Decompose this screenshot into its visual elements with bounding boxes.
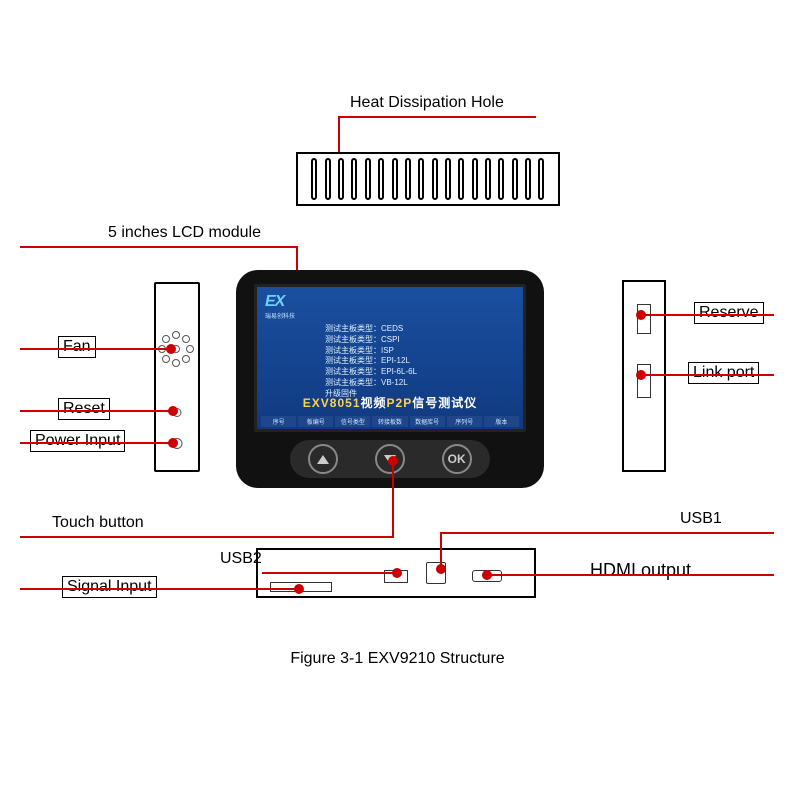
vent-slot (512, 158, 518, 200)
label-usb2: USB2 (220, 550, 262, 568)
vent-slot (365, 158, 371, 200)
screen-tab: 序列号 (447, 416, 482, 427)
leader-dot (392, 568, 402, 578)
leader-dot (294, 584, 304, 594)
screen-tab: 板编号 (298, 416, 333, 427)
leader (392, 460, 394, 538)
label-link: Link port (688, 362, 759, 384)
vent-slot (351, 158, 357, 200)
logo-subtext: 瑞易创科技 (265, 311, 515, 320)
leader-dot (436, 564, 446, 574)
label-fan: Fan (58, 336, 96, 358)
leader-dot (168, 438, 178, 448)
label-usb1: USB1 (680, 510, 722, 528)
vent-slot (525, 158, 531, 200)
vent-slot (432, 158, 438, 200)
label-lcd: 5 inches LCD module (108, 224, 261, 242)
screen-tab: 信号类型 (335, 416, 370, 427)
leader (640, 374, 774, 376)
leader (440, 532, 442, 568)
label-signal: Signal Input (62, 576, 157, 598)
screen-line: 测试主板类型：EPI-12L (325, 356, 515, 367)
leader (20, 246, 298, 248)
leader (20, 410, 172, 412)
vent-slot (392, 158, 398, 200)
leader-dot (636, 310, 646, 320)
leader-dot (168, 406, 178, 416)
label-touch: Touch button (52, 514, 144, 532)
label-power: Power Input (30, 430, 125, 452)
screen-text-lines: 测试主板类型：CEDS测试主板类型：CSPI测试主板类型：ISP测试主板类型：E… (325, 324, 515, 400)
leader-dot (636, 370, 646, 380)
screen-tab: 版本 (484, 416, 519, 427)
screen-line: 测试主板类型：VB-12L (325, 378, 515, 389)
leader (20, 348, 170, 350)
screen-line: 测试主板类型：CEDS (325, 324, 515, 335)
leader-dot (388, 456, 398, 466)
label-reset: Reset (58, 398, 110, 420)
screen-line: 测试主板类型：CSPI (325, 335, 515, 346)
leader (20, 536, 394, 538)
vent-slot (445, 158, 451, 200)
leader-dot (166, 344, 176, 354)
lcd-screen: EX 瑞易创科技 测试主板类型：CEDS测试主板类型：CSPI测试主板类型：IS… (254, 284, 526, 432)
figure-caption: Figure 3-1 EXV9210 Structure (0, 650, 795, 668)
leader (486, 574, 774, 576)
screen-tab: 转接板数 (372, 416, 407, 427)
leader (440, 532, 774, 534)
leader (338, 116, 536, 118)
label-hdmi: HDMI output (590, 560, 691, 581)
vent-slot (311, 158, 317, 200)
vent-slot (458, 158, 464, 200)
device-body: EX 瑞易创科技 测试主板类型：CEDS测试主板类型：CSPI测试主板类型：IS… (236, 270, 544, 488)
heat-dissipation-panel (296, 152, 560, 206)
leader (262, 572, 396, 574)
screen-line: 测试主板类型：EPI-6L-6L (325, 367, 515, 378)
screen-title: EXV8051视频P2P信号测试仪 (257, 394, 523, 411)
screen-tab: 序号 (261, 416, 296, 427)
vent-slot (472, 158, 478, 200)
leader (20, 442, 172, 444)
triangle-up-icon (317, 455, 329, 464)
leader (20, 588, 298, 590)
vent-slot (538, 158, 544, 200)
vent-slot (485, 158, 491, 200)
vent-slot (378, 158, 384, 200)
label-heat-dissipation: Heat Dissipation Hole (350, 94, 504, 112)
vent-slot (338, 158, 344, 200)
label-reserve: Reserve (694, 302, 764, 324)
leader (640, 314, 774, 316)
logo-text: EX (265, 293, 284, 310)
vent-slot (418, 158, 424, 200)
up-button[interactable] (308, 444, 338, 474)
leader-dot (482, 570, 492, 580)
vent-slot (498, 158, 504, 200)
screen-line: 测试主板类型：ISP (325, 346, 515, 357)
vent-slot (325, 158, 331, 200)
vent-slot (405, 158, 411, 200)
screen-tabs: 序号板编号信号类型转接板数数据库号序列号版本 (261, 416, 519, 427)
ok-button[interactable]: OK (442, 444, 472, 474)
screen-tab: 数据库号 (410, 416, 445, 427)
